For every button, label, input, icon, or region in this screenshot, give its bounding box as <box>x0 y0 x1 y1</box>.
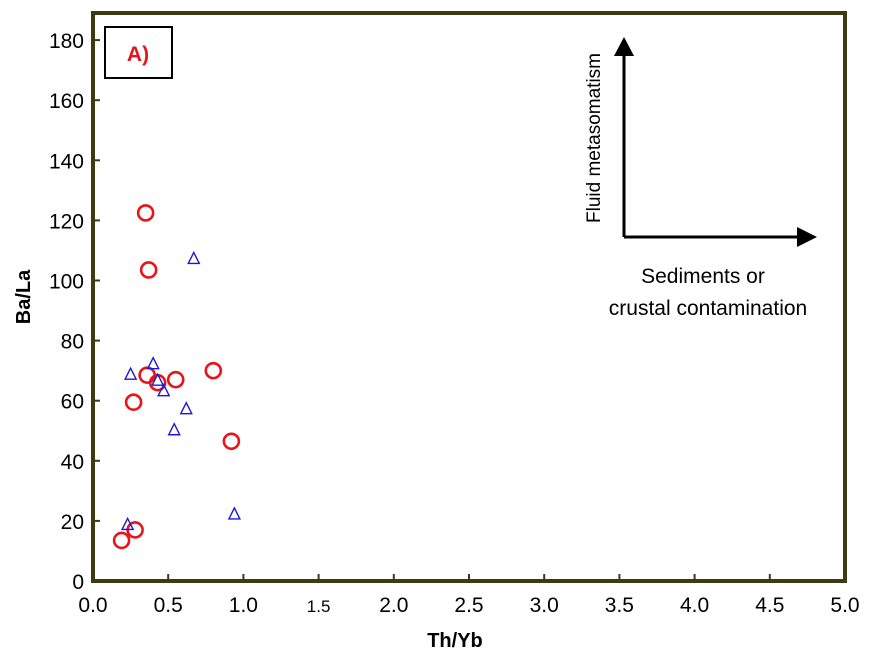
triangle-point <box>188 252 199 263</box>
circle-point <box>206 363 221 378</box>
circle-point <box>138 205 153 220</box>
y-tick-label: 80 <box>61 331 84 354</box>
x-tick-label: 4.0 <box>680 594 709 617</box>
data-points <box>114 205 240 548</box>
circle-point <box>168 372 183 387</box>
y-tick-label: 180 <box>49 30 84 53</box>
circle-point <box>224 434 239 449</box>
triangle-point <box>125 368 136 379</box>
horizontal-arrow-head <box>797 227 817 247</box>
x-tick-label: 4.5 <box>755 594 784 617</box>
y-tick-label: 100 <box>49 271 84 294</box>
x-tick-label: 0.5 <box>154 594 183 617</box>
vertical-arrow-head <box>614 37 634 56</box>
x-tick-label: 3.0 <box>530 594 559 617</box>
y-tick-label: 0 <box>72 571 84 594</box>
x-tick-label: 1.5 <box>307 597 331 616</box>
sediments-label-line1: Sediments or <box>641 265 765 288</box>
y-tick-label: 40 <box>61 451 84 474</box>
y-tick-label: 140 <box>49 150 84 173</box>
circle-point <box>126 395 141 410</box>
circle-point <box>140 368 155 383</box>
x-tick-label: 0.0 <box>78 594 107 617</box>
x-tick-label: 2.5 <box>454 594 483 617</box>
y-axis-title: Ba/La <box>13 269 35 324</box>
fluid-metasomatism-label: Fluid metasomatism <box>584 53 605 223</box>
triangle-point <box>181 403 192 414</box>
y-tick-label: 160 <box>49 90 84 113</box>
y-tick-label: 120 <box>49 210 84 233</box>
x-tick-label: 5.0 <box>830 594 859 617</box>
panel-label: A) <box>127 43 149 66</box>
x-tick-label: 3.5 <box>605 594 634 617</box>
x-tick-label: 2.0 <box>379 594 408 617</box>
circle-point <box>114 533 129 548</box>
x-axis-title: Th/Yb <box>427 630 483 652</box>
circle-point <box>150 375 165 390</box>
x-tick-label: 1.0 <box>229 594 258 617</box>
y-tick-label: 20 <box>61 511 84 534</box>
sediments-label-line2: crustal contamination <box>609 297 807 320</box>
triangle-point <box>229 508 240 519</box>
y-tick-label: 60 <box>61 391 84 414</box>
circle-point <box>141 262 156 277</box>
triangle-point <box>169 424 180 435</box>
